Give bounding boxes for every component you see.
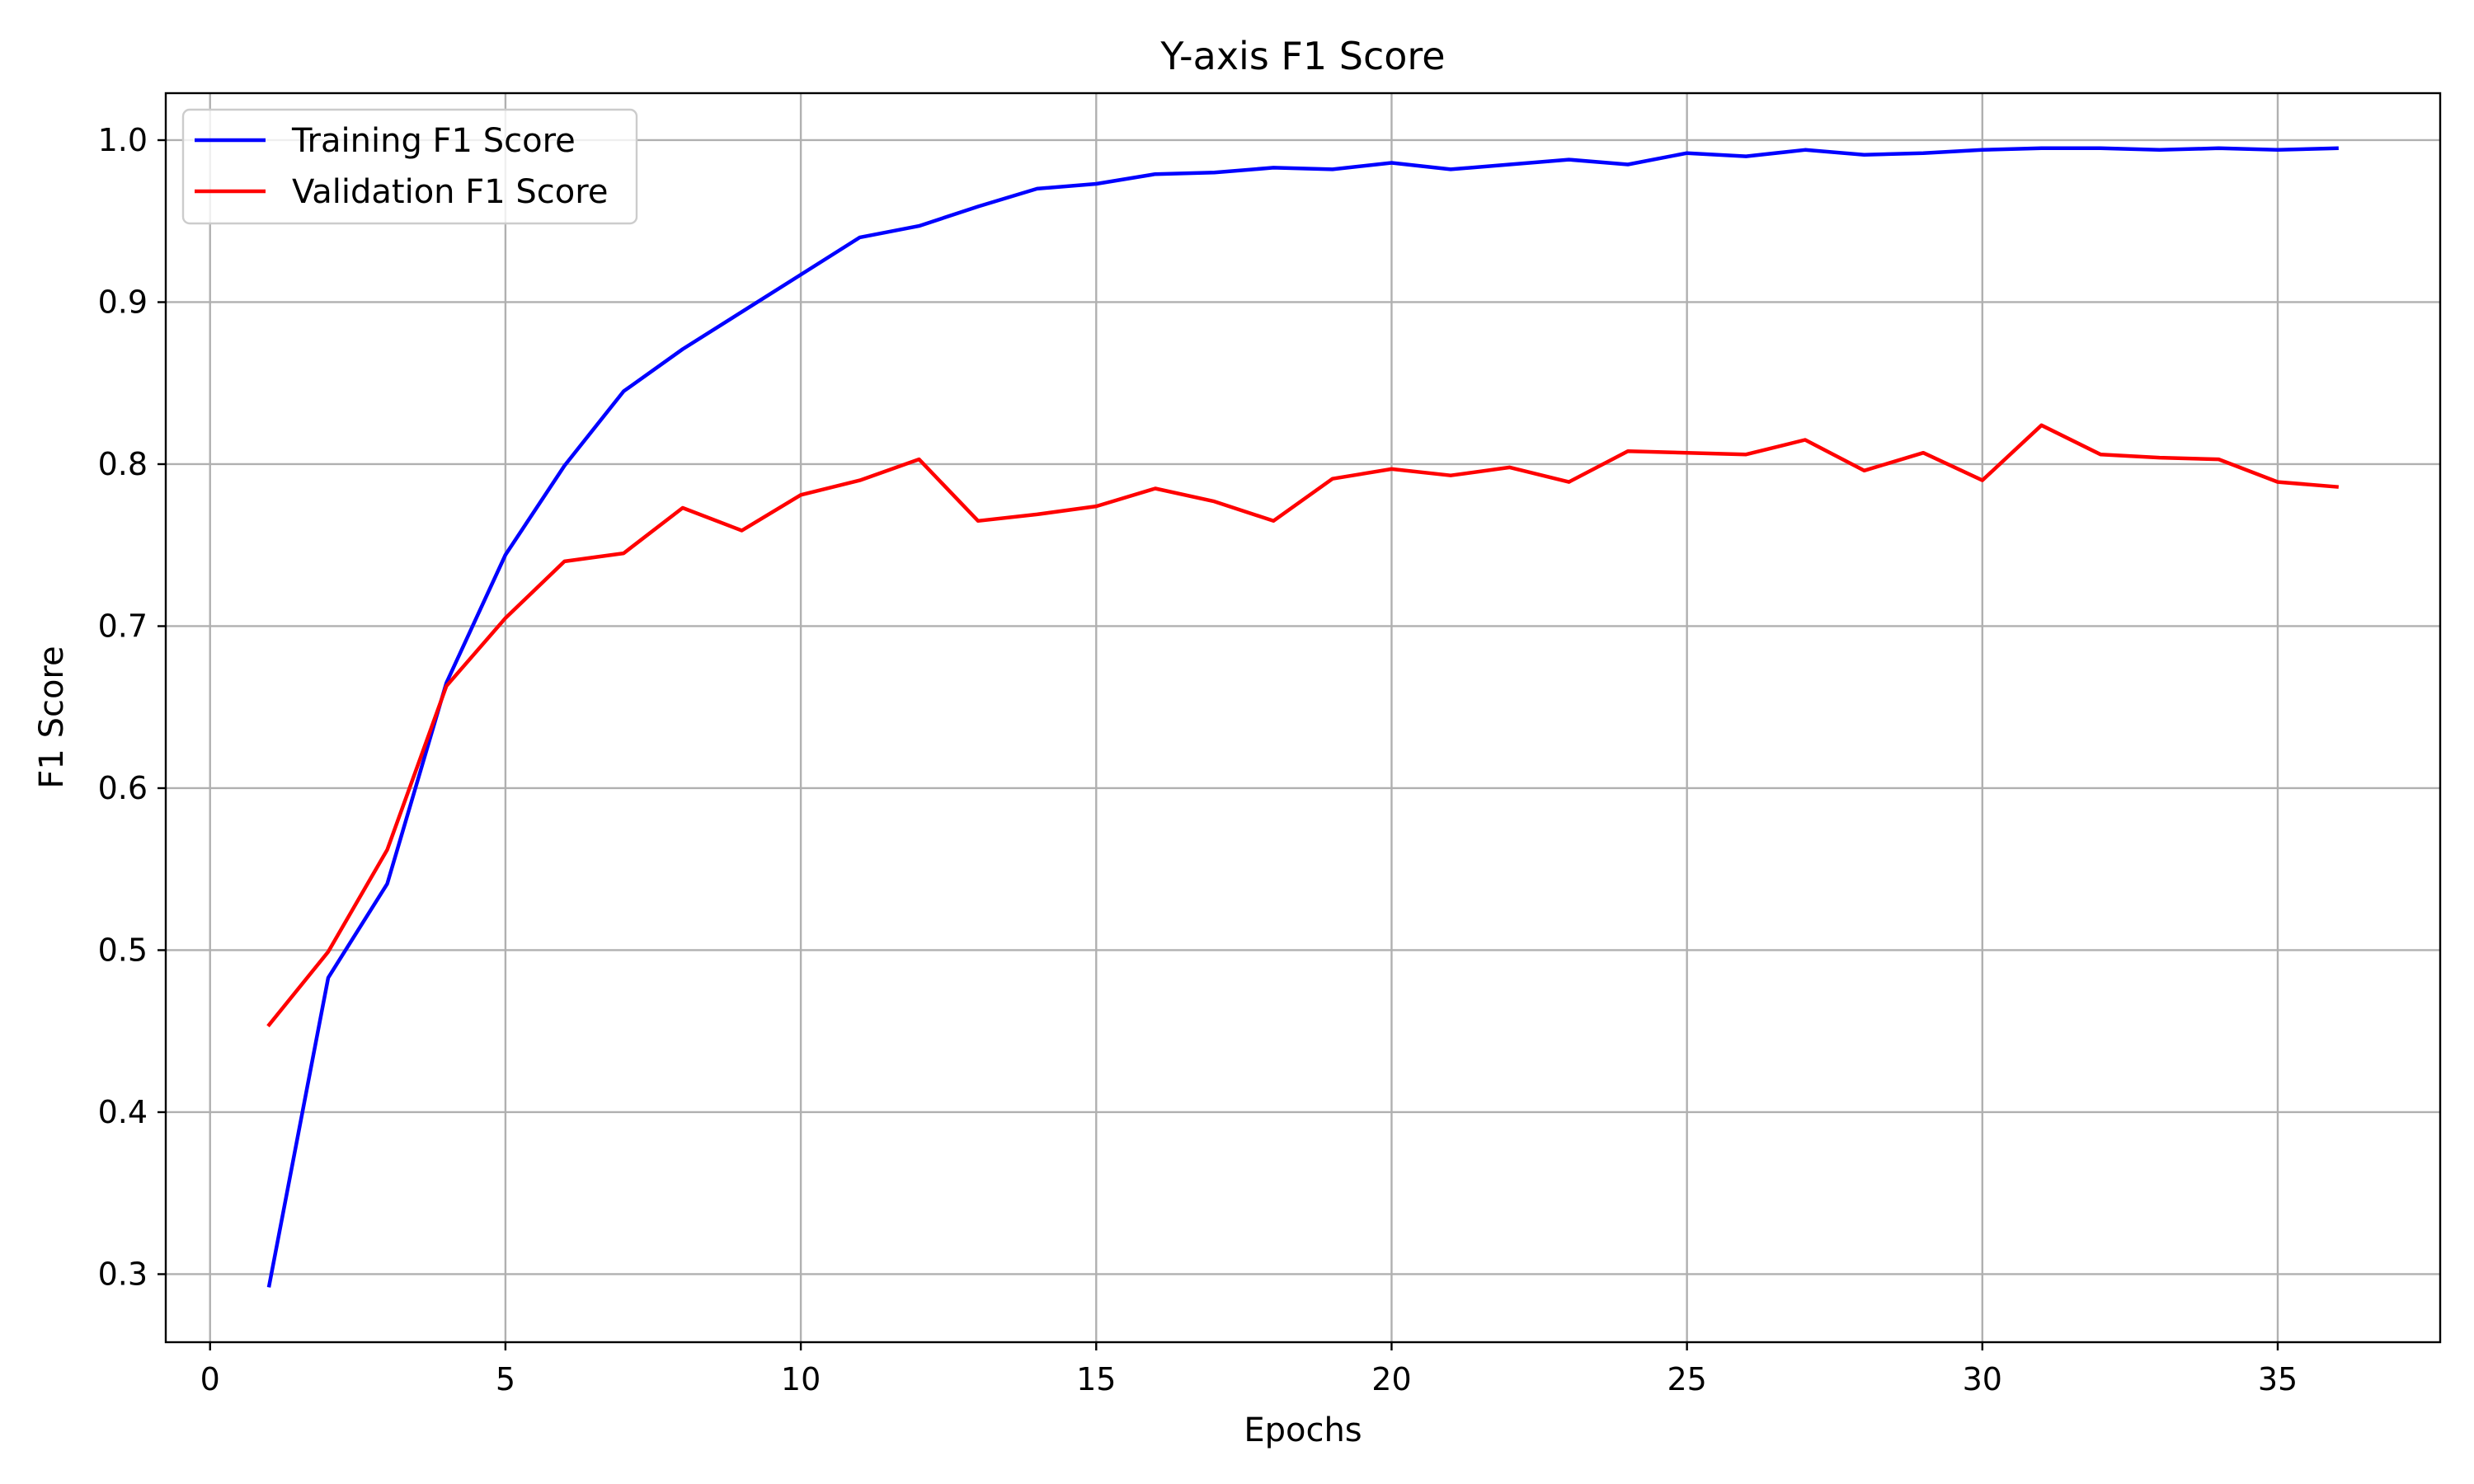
- x-axis-label: Epochs: [1244, 1411, 1362, 1449]
- y-axis-label: F1 Score: [33, 646, 71, 788]
- y-tick-label: 0.7: [98, 608, 148, 644]
- y-tick-label: 0.3: [98, 1256, 148, 1292]
- legend-label-training: Training F1 Score: [291, 122, 576, 160]
- plot-frame: [164, 92, 2442, 1344]
- y-tick-label: 0.8: [98, 446, 148, 482]
- x-tick-label: 25: [1667, 1361, 1706, 1397]
- y-tick-label: 0.6: [98, 770, 148, 806]
- x-tick-label: 35: [2258, 1361, 2298, 1397]
- x-tick-label: 20: [1371, 1361, 1411, 1397]
- x-tick-label: 5: [496, 1361, 515, 1397]
- x-tick-label: 0: [200, 1361, 220, 1397]
- y-tick-label: 0.5: [98, 932, 148, 968]
- series-line-validation: [266, 423, 2340, 1028]
- y-tick-label: 1.0: [98, 122, 148, 158]
- y-tick-label: 0.4: [98, 1094, 148, 1130]
- x-tick-label: 15: [1076, 1361, 1116, 1397]
- grid-lines: [166, 93, 2440, 1342]
- y-tick-label: 0.9: [98, 284, 148, 320]
- x-tick-label: 10: [781, 1361, 821, 1397]
- legend-box: [181, 108, 638, 225]
- legend: Training F1 Score Validation F1 Score: [181, 108, 638, 225]
- series-line-training: [266, 146, 2339, 1288]
- legend-label-validation: Validation F1 Score: [292, 173, 608, 211]
- axis-ticks: 0 5 10 15 20 25 30 35 0.3 0.4 0.5 0.6 0.7 0.8 0.9 1.0: [98, 122, 2298, 1397]
- series-lines: [266, 146, 2340, 1288]
- chart-title: Y-axis F1 Score: [1159, 34, 1445, 78]
- x-tick-label: 30: [1963, 1361, 2002, 1397]
